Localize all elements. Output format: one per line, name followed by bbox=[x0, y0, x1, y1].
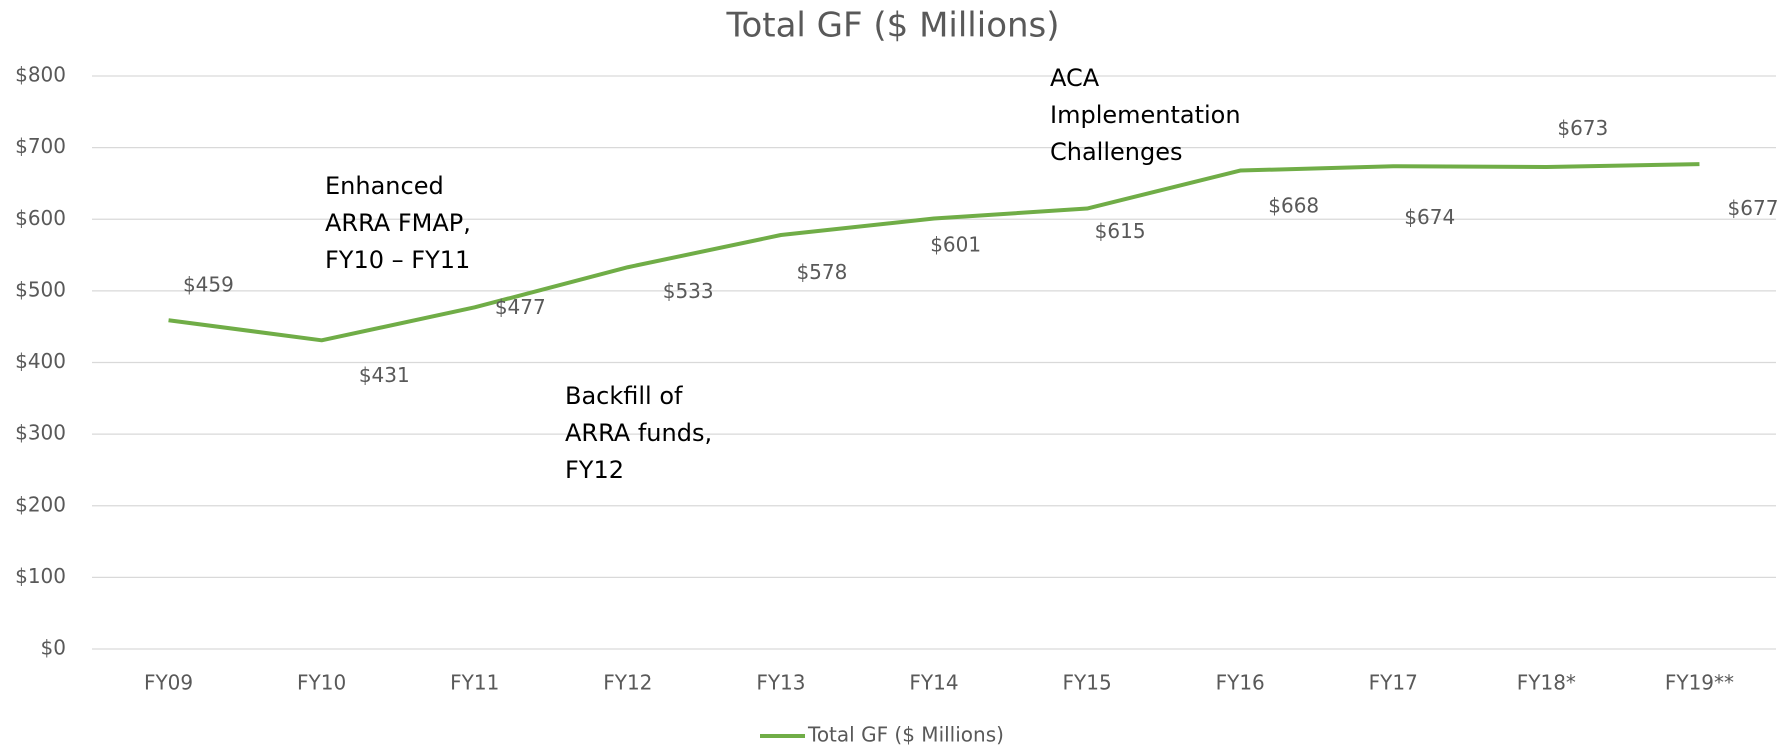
y-tick-label: $0 bbox=[41, 636, 66, 660]
x-tick-label: FY19** bbox=[1665, 671, 1734, 695]
data-label: $601 bbox=[930, 232, 981, 256]
data-label: $674 bbox=[1404, 205, 1455, 229]
annotation: Backfill of bbox=[565, 382, 683, 410]
x-tick-label: FY18* bbox=[1517, 671, 1576, 695]
x-tick-label: FY16 bbox=[1216, 671, 1265, 695]
y-tick-label: $600 bbox=[15, 206, 66, 230]
x-tick-label: FY12 bbox=[603, 671, 652, 695]
data-label: $477 bbox=[495, 295, 546, 319]
x-tick-label: FY09 bbox=[144, 671, 193, 695]
y-tick-label: $500 bbox=[15, 277, 66, 301]
x-tick-label: FY11 bbox=[450, 671, 499, 695]
data-label: $615 bbox=[1095, 219, 1146, 243]
x-tick-label: FY14 bbox=[909, 671, 958, 695]
y-tick-label: $700 bbox=[15, 134, 66, 158]
data-label: $533 bbox=[663, 279, 714, 303]
annotation: ACA bbox=[1050, 64, 1100, 92]
chart-title: Total GF ($ Millions) bbox=[725, 6, 1059, 46]
x-tick-label: FY10 bbox=[297, 671, 346, 695]
x-tick-label: FY13 bbox=[756, 671, 805, 695]
data-label: $459 bbox=[183, 273, 234, 297]
y-tick-label: $300 bbox=[15, 421, 66, 445]
data-label: $673 bbox=[1557, 116, 1608, 140]
annotation: FY10 – FY11 bbox=[325, 246, 470, 274]
annotation: ARRA funds, bbox=[565, 419, 712, 447]
data-label: $431 bbox=[359, 363, 410, 387]
annotation: ARRA FMAP, bbox=[325, 209, 471, 237]
data-label: $578 bbox=[796, 260, 847, 284]
data-label: $677 bbox=[1728, 196, 1779, 220]
y-tick-label: $400 bbox=[15, 349, 66, 373]
annotation: FY12 bbox=[565, 456, 624, 484]
annotation: Challenges bbox=[1050, 138, 1183, 166]
data-line bbox=[168, 162, 1700, 343]
legend-label: Total GF ($ Millions) bbox=[807, 723, 1004, 747]
y-tick-label: $200 bbox=[15, 492, 66, 516]
y-tick-label: $100 bbox=[15, 564, 66, 588]
annotation: Enhanced bbox=[325, 172, 444, 200]
x-tick-label: FY15 bbox=[1063, 671, 1112, 695]
y-tick-label: $800 bbox=[15, 63, 66, 87]
data-label: $668 bbox=[1268, 193, 1319, 217]
annotation: Implementation bbox=[1050, 101, 1241, 129]
x-tick-label: FY17 bbox=[1369, 671, 1418, 695]
